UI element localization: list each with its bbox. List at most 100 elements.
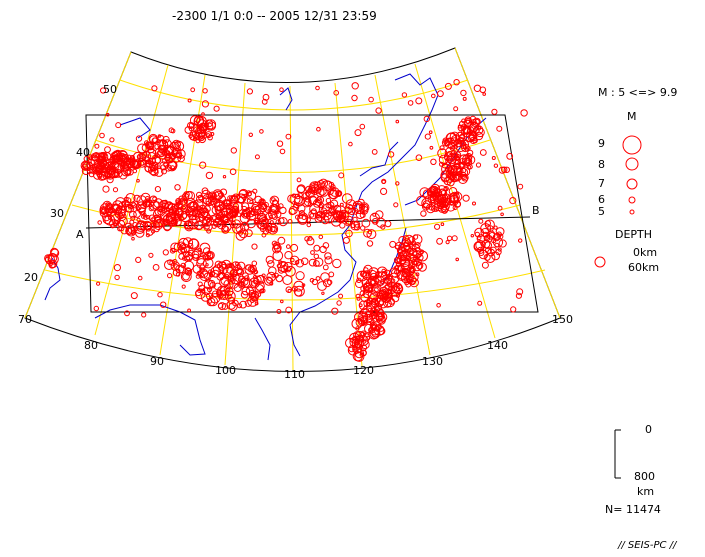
epicenter-marker	[50, 247, 59, 257]
epicenter-marker	[251, 243, 258, 250]
epicenter-marker	[496, 231, 503, 238]
epicenter-marker	[148, 203, 153, 208]
epicenter-marker	[109, 137, 115, 143]
epicenter-marker	[269, 195, 280, 206]
epicenter-marker	[412, 247, 423, 259]
epicenter-marker	[315, 276, 321, 281]
epicenter-marker	[176, 141, 181, 147]
epicenter-marker	[455, 191, 460, 195]
epicenter-marker	[352, 343, 362, 354]
epicenter-marker	[397, 249, 403, 255]
depth-scale-unit: km	[637, 485, 654, 498]
lon-label-80: 80	[84, 339, 98, 352]
time-range-title: -2300 1/1 0:0 -- 2005 12/31 23:59	[172, 9, 377, 23]
epicenter-marker	[444, 82, 452, 90]
epicenter-marker	[404, 280, 410, 286]
epicenter-marker	[199, 242, 211, 254]
epicenter-marker	[161, 168, 167, 175]
epicenter-marker	[235, 267, 243, 275]
depth-scale-bottom: 800	[634, 470, 655, 483]
epicenter-marker	[218, 271, 226, 280]
epicenter-marker	[282, 275, 293, 285]
epicenter-marker	[105, 202, 110, 208]
epicenter-marker	[152, 137, 158, 143]
epicenter-marker	[266, 271, 277, 282]
epicenter-marker	[322, 242, 330, 249]
epicenter-marker	[193, 116, 204, 127]
epicenter-marker	[174, 184, 181, 191]
epicenter-marker	[183, 260, 195, 272]
epicenter-marker	[253, 219, 259, 225]
epicenter-marker	[125, 193, 136, 204]
mag-symbol-5	[629, 209, 635, 215]
epicenter-marker	[175, 197, 182, 205]
epicenter-marker	[348, 141, 353, 147]
epicenter-marker	[208, 296, 219, 307]
epicenter-marker	[408, 236, 416, 243]
epicenter-marker	[239, 213, 251, 224]
epicenter-marker	[149, 223, 155, 229]
epicenter-marker	[384, 295, 391, 302]
epicenter-marker	[196, 209, 203, 216]
epicenter-marker	[95, 164, 105, 174]
epicenter-marker	[287, 219, 293, 224]
epicenter-marker	[464, 147, 469, 152]
epicenter-marker	[226, 293, 233, 300]
epicenter-marker	[397, 269, 408, 280]
epicenter-marker	[201, 112, 205, 116]
epicenter-marker	[420, 210, 427, 217]
epicenter-marker	[170, 219, 177, 226]
epicenter-marker	[446, 150, 453, 157]
epicenter-marker	[470, 234, 474, 238]
epicenter-marker	[141, 152, 148, 159]
epicenter-marker	[174, 218, 182, 226]
epicenter-marker	[200, 125, 207, 132]
epicenter-marker	[318, 178, 329, 189]
epicenter-marker	[320, 215, 330, 225]
epicenter-marker	[311, 208, 317, 215]
epicenter-marker	[503, 166, 510, 174]
epicenter-marker	[201, 100, 209, 108]
mag-symbol-7	[626, 178, 638, 190]
epicenter-marker	[269, 281, 274, 286]
epicenter-marker	[253, 269, 259, 275]
epicenter-marker	[106, 167, 112, 172]
epicenter-marker	[356, 296, 361, 301]
epicenter-marker	[149, 195, 158, 204]
epicenter-marker	[99, 207, 108, 215]
epicenter-marker	[269, 225, 276, 233]
epicenter-marker	[476, 234, 486, 243]
epicenter-marker	[327, 201, 335, 209]
epicenter-marker	[248, 132, 254, 138]
epicenter-marker	[248, 292, 256, 299]
epicenter-marker	[152, 156, 161, 165]
epicenter-marker	[133, 210, 142, 218]
epicenter-marker	[498, 239, 507, 248]
epicenter-marker	[94, 152, 105, 163]
epicenter-marker	[188, 122, 195, 129]
epicenter-marker	[428, 188, 437, 197]
epicenter-marker	[377, 327, 386, 336]
epicenter-marker	[439, 145, 445, 151]
epicenter-marker	[203, 279, 214, 290]
epicenter-marker	[434, 223, 441, 230]
lat-lon-graticule	[24, 47, 561, 371]
epicenter-marker	[221, 289, 227, 295]
epicenter-marker	[370, 298, 379, 308]
epicenter-marker	[120, 162, 125, 167]
epicenter-marker	[206, 192, 213, 199]
epicenter-marker	[491, 156, 496, 160]
epicenter-marker	[205, 131, 213, 139]
epicenter-marker	[401, 92, 408, 98]
epicenter-marker	[135, 221, 147, 232]
epicenter-marker	[309, 185, 317, 192]
epicenter-marker	[366, 240, 374, 247]
epicenter-marker	[97, 220, 102, 225]
epicenter-marker	[360, 307, 368, 315]
epicenter-marker	[219, 188, 228, 196]
epicenter-marker	[199, 161, 207, 169]
epicenter-marker	[185, 209, 191, 215]
epicenter-marker	[187, 242, 194, 249]
epicenter-marker	[217, 211, 224, 218]
